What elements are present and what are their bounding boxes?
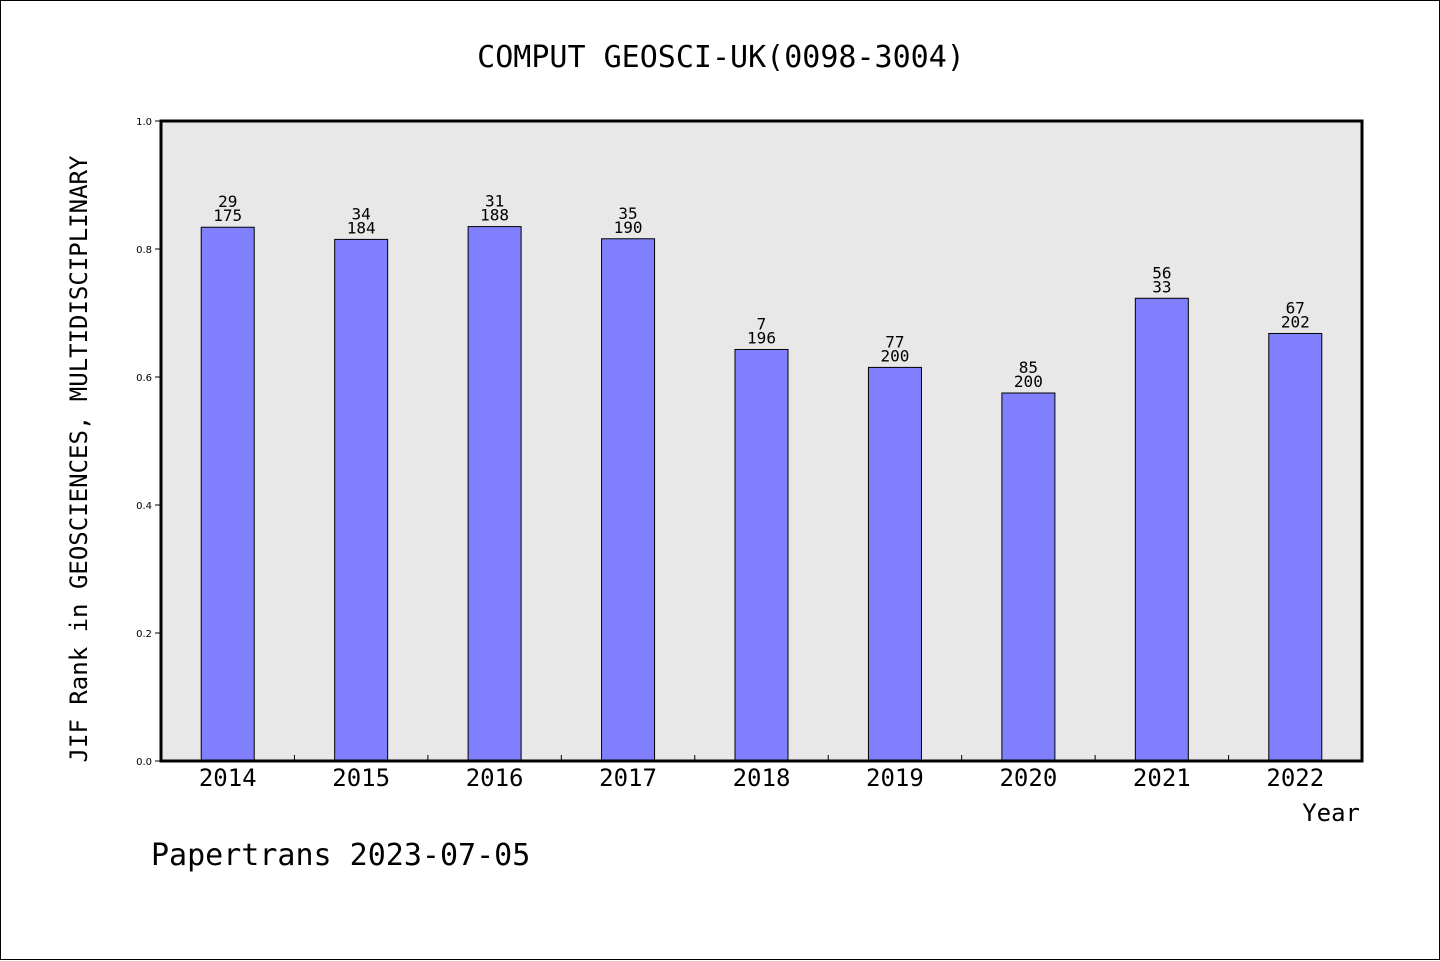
bar-label-total: 190 [614,218,643,237]
bar-label-total: 184 [347,218,376,237]
bar-label-total: 33 [1152,277,1171,296]
x-tick-label: 2018 [733,764,791,792]
y-tick-label: 0.0 [136,757,152,768]
y-tick-label: 0.4 [136,501,152,512]
plot-border [159,119,1364,763]
bar-label-rank: 7 [757,314,767,333]
x-tick-label: 2021 [1133,764,1191,792]
bar-label-total: 196 [747,328,776,347]
y-axis-label: JIF Rank in GEOSCIENCES, MULTIDISCIPLINA… [65,155,93,762]
y-tick-label: 0.2 [136,629,152,640]
x-tick-label: 2019 [866,764,924,792]
bar-2015 [334,238,389,762]
y-tick-label: 0.8 [136,245,152,256]
bar-label-rank: 77 [885,332,904,351]
bar-label-total: 200 [1014,372,1043,391]
bar-label-rank: 29 [218,192,237,211]
x-tick-label: 2015 [332,764,390,792]
bar-label-total: 202 [1281,312,1310,331]
x-tick-label: 2022 [1266,764,1324,792]
bar-label-total: 200 [880,346,909,365]
bar-label-total: 188 [480,206,509,225]
bar-2019 [867,366,922,762]
bar-2022 [1268,332,1323,762]
bar-2018 [734,348,789,762]
x-axis: 2014 2015 2016 2017 2018 2019 2020 2021 2022 [199,755,1324,792]
x-tick-label: 2020 [999,764,1057,792]
bar-2021 [1134,297,1189,762]
bar-label-rank: 31 [485,192,504,211]
bar-label-rank: 85 [1019,358,1038,377]
y-tick-label: 0.6 [136,373,152,384]
x-tick-label: 2014 [199,764,257,792]
bar-2014 [200,226,255,762]
x-tick-label: 2016 [466,764,524,792]
y-axis: 0.0 0.2 0.4 0.6 0.8 1.0 [136,117,161,768]
footer-credit: Papertrans 2023-07-05 [151,838,530,873]
x-axis-label: Year [1302,799,1360,827]
bar-2017 [601,238,656,762]
x-tick-label: 2017 [599,764,657,792]
bar-2020 [1001,392,1056,762]
bar-2016 [467,226,522,762]
bar-label-rank: 34 [352,204,371,223]
chart-title: COMPUT GEOSCI-UK(0098-3004) [477,40,965,75]
y-tick-label: 1.0 [136,117,152,128]
bar-label-rank: 56 [1152,263,1171,282]
bar-label-rank: 35 [618,204,637,223]
bar-label-rank: 67 [1286,298,1305,317]
bar-label-total: 175 [213,206,242,225]
